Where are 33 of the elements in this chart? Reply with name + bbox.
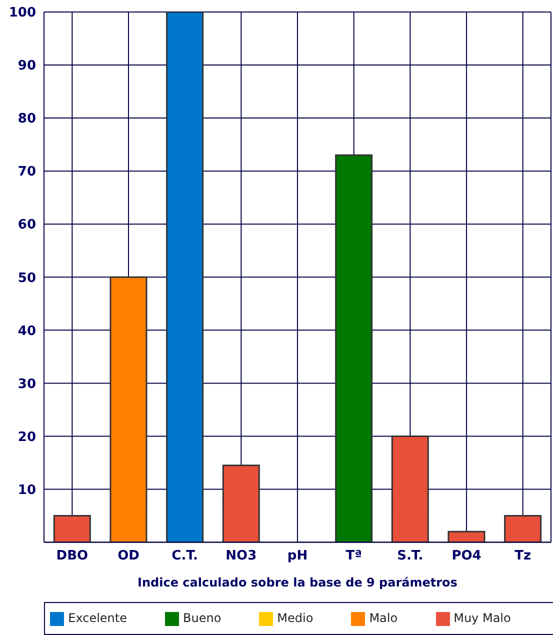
bar	[504, 515, 542, 542]
bar	[335, 154, 373, 542]
x-tick-label: DBO	[56, 548, 88, 564]
y-tick-label: 40	[18, 324, 36, 339]
y-tick-label: 20	[18, 430, 36, 445]
x-tick-label: Tª	[346, 548, 362, 564]
x-tick-label: Tz	[514, 548, 532, 564]
legend-label: Malo	[369, 611, 398, 626]
y-tick-label: 10	[18, 482, 36, 498]
x-tick-label: C.T.	[172, 548, 198, 564]
x-tick-label: PO4	[452, 548, 482, 564]
y-tick-label: 30	[18, 376, 36, 392]
y-tick-label: 70	[18, 164, 36, 180]
x-tick-label: pH	[287, 548, 308, 564]
y-tick-label: 80	[18, 112, 36, 127]
legend-label: Bueno	[183, 611, 222, 626]
y-tick-label: 100	[8, 6, 36, 21]
y-tick-label: 90	[18, 58, 36, 74]
y-tick-label: 50	[18, 270, 36, 286]
bar	[110, 276, 148, 542]
x-tick-label: S.T.	[397, 548, 424, 564]
legend-label: Medio	[277, 611, 314, 626]
bar	[166, 12, 204, 542]
y-tick-label: 60	[18, 218, 36, 233]
bar	[448, 530, 486, 542]
x-axis-title: Indice calculado sobre la base de 9 parámetros	[138, 575, 458, 590]
bar	[222, 464, 260, 542]
bar	[391, 435, 429, 542]
legend-label: Excelente	[68, 611, 127, 626]
x-tick-label: NO3	[226, 548, 257, 564]
legend-label: Muy Malo	[454, 611, 511, 626]
bar	[53, 515, 91, 542]
x-tick-label: OD	[118, 548, 140, 564]
